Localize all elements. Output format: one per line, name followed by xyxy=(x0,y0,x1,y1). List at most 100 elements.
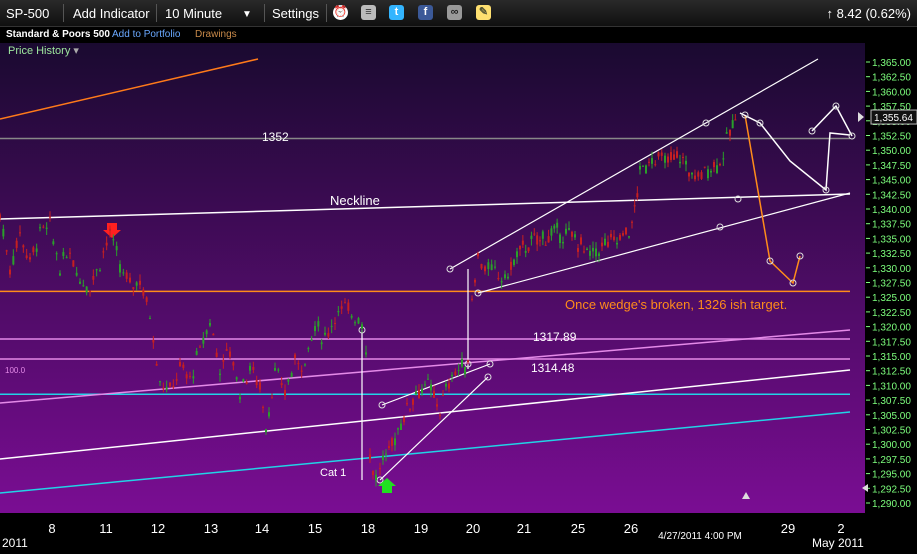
add-to-portfolio-link[interactable]: Add to Portfolio xyxy=(112,29,181,40)
candle-body xyxy=(660,152,663,156)
x-tick-label: 2 xyxy=(837,521,844,536)
candle-body xyxy=(35,248,38,252)
cyan-channel-line[interactable] xyxy=(0,411,851,494)
candle-body xyxy=(232,362,235,366)
drawing-handle[interactable] xyxy=(741,111,749,119)
y-tick-label: 1,305.00 xyxy=(872,411,911,422)
candle-body xyxy=(365,352,367,355)
x-tick-label: 26 xyxy=(624,521,638,536)
candle-body xyxy=(550,228,553,236)
projection-path-orange[interactable] xyxy=(744,114,801,285)
candle-body xyxy=(132,287,135,290)
candle-body xyxy=(199,346,201,348)
candle-body xyxy=(664,155,666,163)
candle-body xyxy=(142,289,145,296)
drawing-handle[interactable] xyxy=(716,223,724,231)
candle-body xyxy=(268,412,270,417)
facebook-icon[interactable]: f xyxy=(418,5,433,20)
candle-body xyxy=(445,383,447,387)
y-tick-label: 1,335.00 xyxy=(872,234,911,245)
chevron-down-icon[interactable]: ▼ xyxy=(242,9,252,20)
candle-body xyxy=(521,240,524,245)
candle-body xyxy=(490,264,493,270)
y-tick-label: 1,327.50 xyxy=(872,279,911,290)
database-icon[interactable]: ≡ xyxy=(361,5,376,20)
candle-body xyxy=(707,169,709,179)
projection-path-white[interactable] xyxy=(811,104,853,137)
flag-upper-line[interactable] xyxy=(381,363,491,406)
drawing-handle[interactable] xyxy=(789,279,797,287)
plot-background xyxy=(0,43,865,513)
y-tick-label: 1,320.00 xyxy=(872,323,911,334)
drawing-handle[interactable] xyxy=(832,102,840,110)
pink-trend-line[interactable] xyxy=(0,329,851,404)
drawing-handle[interactable] xyxy=(446,265,454,273)
drawing-handle[interactable] xyxy=(822,186,830,194)
candle-body xyxy=(494,266,496,268)
candle-body xyxy=(562,241,564,244)
drawing-handle[interactable] xyxy=(848,132,856,140)
y-tick-label: 1,332.50 xyxy=(872,249,911,260)
candle-body xyxy=(474,279,476,283)
add-indicator-button[interactable]: Add Indicator xyxy=(73,6,150,21)
drawing-handle[interactable] xyxy=(796,252,804,260)
price-chart[interactable]: 1352 Neckline 1317.89 1314.48 Once wedge's b… xyxy=(0,43,917,554)
candle-body xyxy=(433,390,435,398)
drawing-handle[interactable] xyxy=(808,127,816,135)
candle-body xyxy=(734,119,737,121)
candle-body xyxy=(209,322,211,326)
x-year-label: May 2011 xyxy=(812,536,864,550)
candle-body xyxy=(344,302,346,304)
candle-body xyxy=(719,164,721,166)
x-tick-label: 8 xyxy=(48,521,55,536)
interval-select[interactable]: 10 Minute xyxy=(165,6,223,21)
symbol-field[interactable]: SP-500 xyxy=(6,6,50,21)
note-icon[interactable]: ✎ xyxy=(476,5,491,20)
orange-trend-line[interactable] xyxy=(0,58,259,120)
candle-body xyxy=(430,384,432,391)
candle-body xyxy=(25,255,28,258)
projection-path-white[interactable] xyxy=(739,112,851,192)
candle-body xyxy=(568,228,570,230)
price-history-label[interactable]: Price History ▾ xyxy=(8,44,79,57)
drawing-handle[interactable] xyxy=(756,119,764,127)
y-tick-label: 1,337.50 xyxy=(872,220,911,231)
neckline-label: Neckline xyxy=(330,193,380,208)
candle-body xyxy=(601,242,603,247)
drawing-handle[interactable] xyxy=(486,360,494,368)
candle-body xyxy=(530,235,533,239)
x-tick-label: 19 xyxy=(414,521,428,536)
candle-body xyxy=(287,379,290,382)
wedge-upper-line[interactable] xyxy=(449,58,819,270)
candle-body xyxy=(52,241,55,245)
drawing-handle[interactable] xyxy=(766,257,774,265)
flag-lower-line[interactable] xyxy=(379,376,489,481)
candle-body xyxy=(415,391,417,395)
candle-body xyxy=(139,280,141,285)
candle-body xyxy=(697,172,700,177)
drawing-handle[interactable] xyxy=(702,119,710,127)
neckline-line[interactable] xyxy=(0,193,851,220)
candle-body xyxy=(5,250,8,252)
drawing-handle[interactable] xyxy=(474,289,482,297)
white-channel-line[interactable] xyxy=(0,369,851,460)
drawings-link[interactable]: Drawings xyxy=(195,29,237,40)
candle-body xyxy=(219,373,221,375)
candle-body xyxy=(39,227,41,229)
twitter-icon[interactable]: t xyxy=(389,5,404,20)
candle-body xyxy=(172,386,175,388)
alarm-clock-icon[interactable]: ⏰ xyxy=(333,5,348,20)
candle-body xyxy=(69,252,71,254)
drawing-handle[interactable] xyxy=(378,401,386,409)
wedge-lower-line[interactable] xyxy=(477,192,851,294)
candle-body xyxy=(192,376,195,379)
y-tick-label: 1,315.00 xyxy=(872,352,911,363)
settings-button[interactable]: Settings xyxy=(272,6,319,21)
candle-body xyxy=(259,382,261,390)
candle-body xyxy=(105,242,108,246)
drawing-handle[interactable] xyxy=(734,195,742,203)
candle-body xyxy=(340,306,343,309)
drawing-handle[interactable] xyxy=(484,373,492,381)
binoculars-icon[interactable]: ∞ xyxy=(447,5,462,20)
chevron-down-icon: ▾ xyxy=(73,45,79,57)
